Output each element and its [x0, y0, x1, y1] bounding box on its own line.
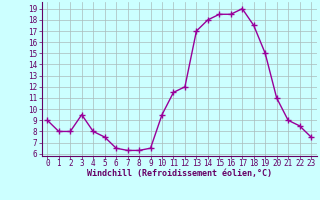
X-axis label: Windchill (Refroidissement éolien,°C): Windchill (Refroidissement éolien,°C)	[87, 169, 272, 178]
